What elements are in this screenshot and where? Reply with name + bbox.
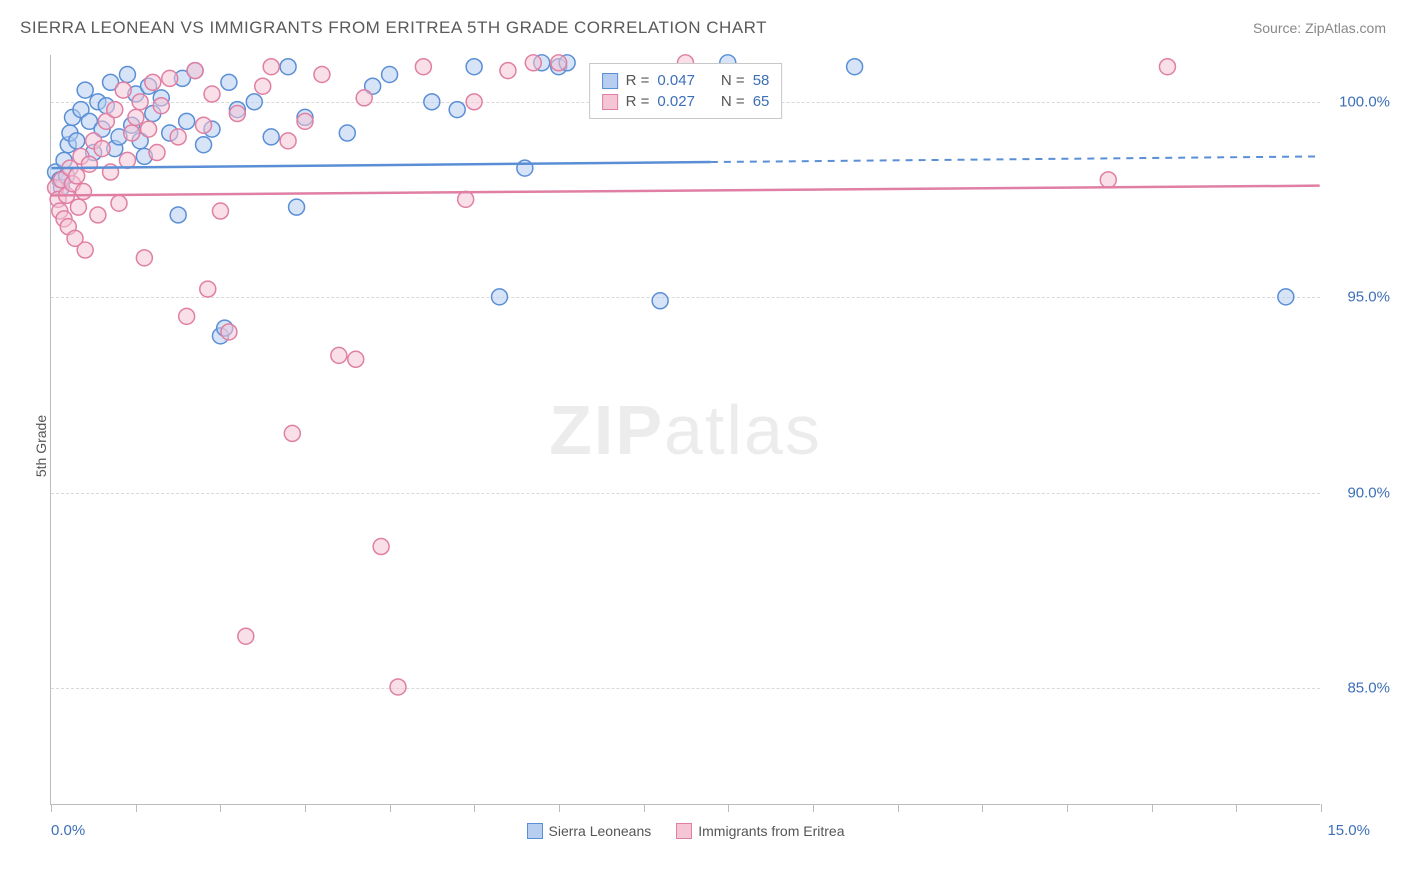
correlation-legend-row-0: R = 0.047 N = 58 <box>602 70 770 91</box>
trend-line-solid <box>51 162 711 168</box>
x-axis-min-label: 0.0% <box>51 822 85 839</box>
x-tick <box>728 804 729 812</box>
trend-line-dashed <box>711 156 1320 162</box>
x-tick <box>1236 804 1237 812</box>
x-tick <box>220 804 221 812</box>
plot-area: ZIPatlas 85.0%90.0%95.0%100.0% 0.0% 15.0… <box>50 55 1320 805</box>
n-value-0: 58 <box>753 72 770 89</box>
x-tick <box>559 804 560 812</box>
y-tick-label: 100.0% <box>1330 93 1390 110</box>
x-tick <box>1321 804 1322 812</box>
x-tick <box>390 804 391 812</box>
r-value-0: 0.047 <box>657 72 695 89</box>
y-axis-title: 5th Grade <box>33 415 49 477</box>
series-swatch-0 <box>527 823 543 839</box>
trend-line-solid <box>51 186 1319 196</box>
series-name-0: Sierra Leoneans <box>549 823 652 839</box>
source-label: Source: ZipAtlas.com <box>1253 20 1386 36</box>
x-tick <box>51 804 52 812</box>
x-tick <box>813 804 814 812</box>
x-tick <box>136 804 137 812</box>
x-tick <box>1152 804 1153 812</box>
y-tick-label: 85.0% <box>1330 679 1390 696</box>
x-tick <box>898 804 899 812</box>
n-label: N = <box>721 93 745 110</box>
n-label: N = <box>721 72 745 89</box>
series-legend-item-0: Sierra Leoneans <box>527 823 652 839</box>
x-tick <box>644 804 645 812</box>
chart-title: SIERRA LEONEAN VS IMMIGRANTS FROM ERITRE… <box>20 18 767 38</box>
x-tick <box>982 804 983 812</box>
correlation-legend-row-1: R = 0.027 N = 65 <box>602 91 770 112</box>
y-tick-label: 90.0% <box>1330 484 1390 501</box>
trend-lines-layer <box>51 55 1320 804</box>
chart-container: SIERRA LEONEAN VS IMMIGRANTS FROM ERITRE… <box>0 0 1406 892</box>
x-tick <box>474 804 475 812</box>
r-value-1: 0.027 <box>657 93 695 110</box>
x-tick <box>305 804 306 812</box>
legend-swatch-1 <box>602 94 618 110</box>
r-label: R = <box>626 72 650 89</box>
series-legend-item-1: Immigrants from Eritrea <box>676 823 844 839</box>
r-label: R = <box>626 93 650 110</box>
correlation-legend: R = 0.047 N = 58 R = 0.027 N = 65 <box>589 63 783 119</box>
series-swatch-1 <box>676 823 692 839</box>
title-bar: SIERRA LEONEAN VS IMMIGRANTS FROM ERITRE… <box>20 18 1386 38</box>
n-value-1: 65 <box>753 93 770 110</box>
series-name-1: Immigrants from Eritrea <box>698 823 844 839</box>
legend-swatch-0 <box>602 73 618 89</box>
x-tick <box>1067 804 1068 812</box>
x-axis-max-label: 15.0% <box>1327 822 1370 839</box>
series-legend: Sierra Leoneans Immigrants from Eritrea <box>527 823 845 839</box>
y-tick-label: 95.0% <box>1330 289 1390 306</box>
